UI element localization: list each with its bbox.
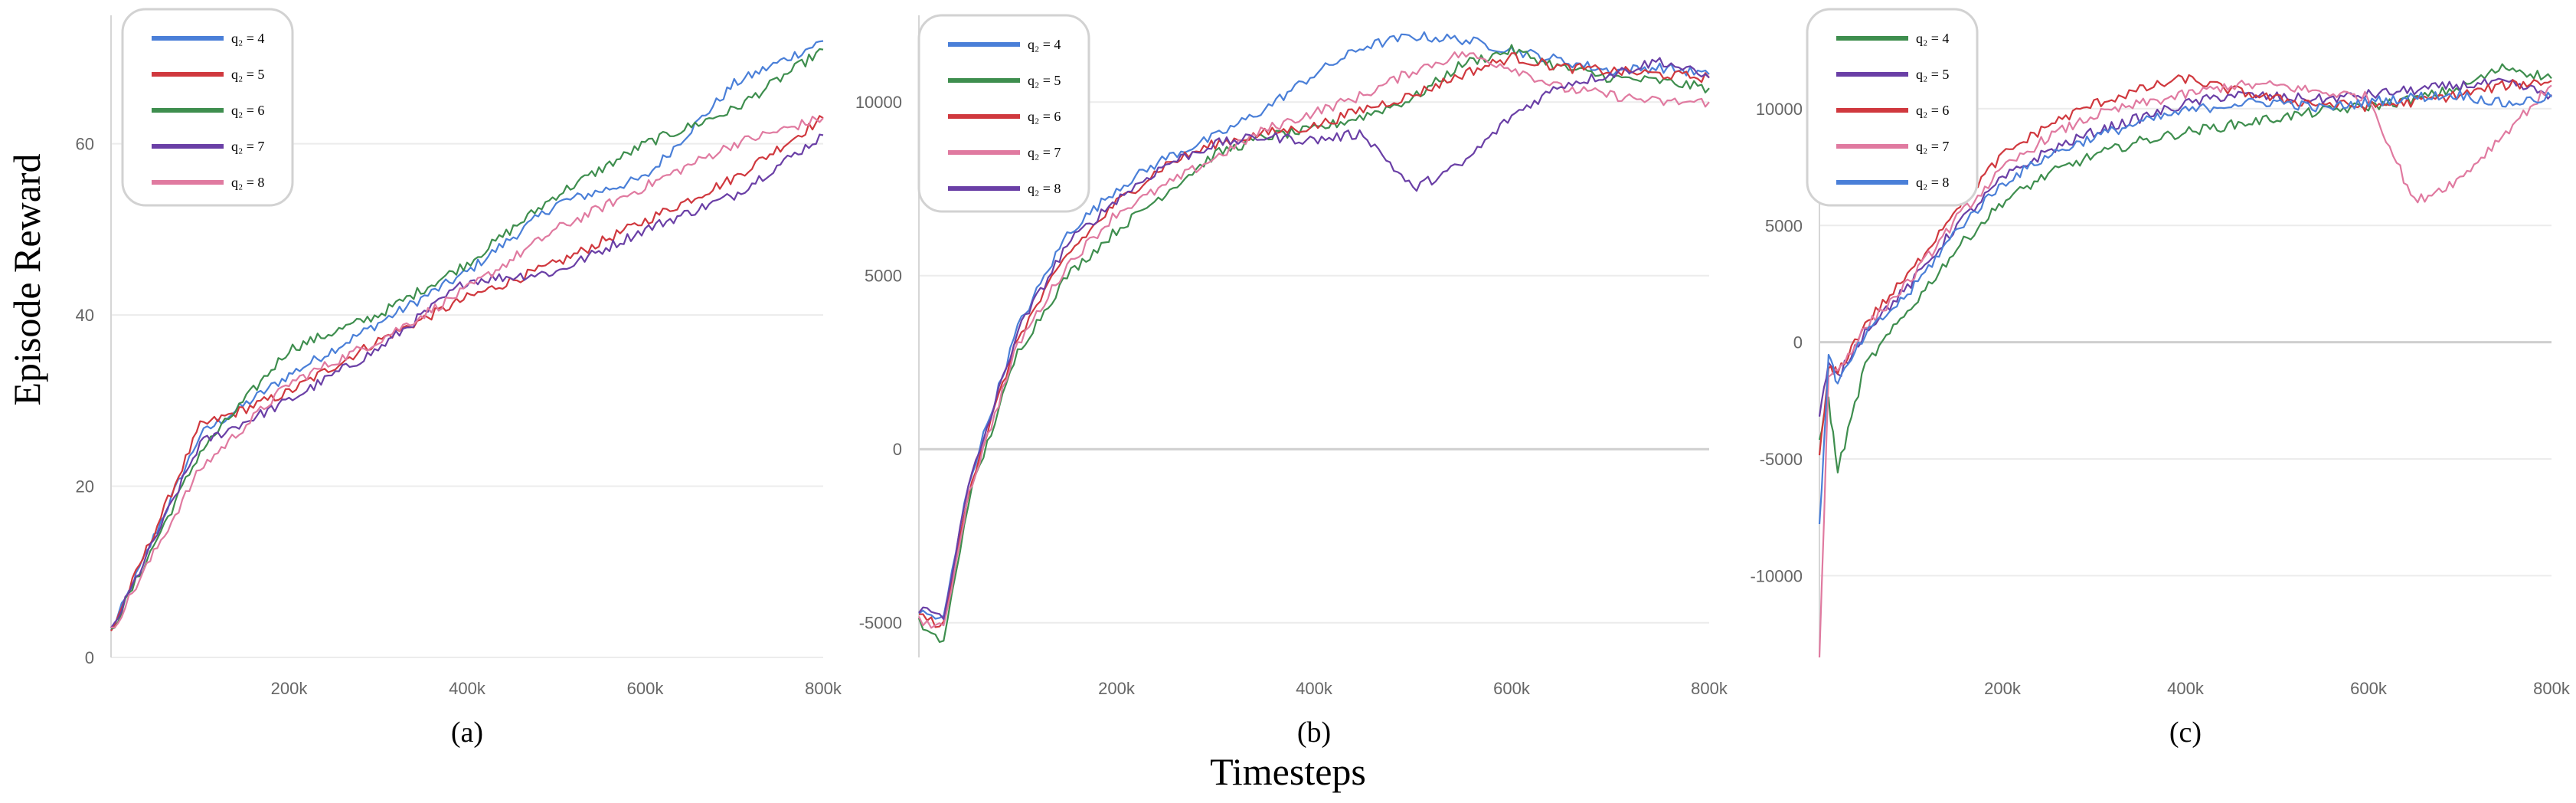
x-tick-label: 800k — [1691, 679, 1728, 698]
legend-label: q₂ = 7 — [1916, 139, 1949, 154]
series-line — [110, 133, 824, 628]
y-axis-label: Episode Reward — [5, 153, 48, 405]
y-tick-label: -5000 — [859, 614, 902, 633]
y-tick-label: 10000 — [855, 93, 902, 112]
x-tick-label: 400k — [2167, 679, 2205, 698]
legend: q₂ = 4 q₂ = 5 q₂ = 6 q₂ = 7 q₂ = 8 — [121, 8, 294, 207]
y-tick-label: 5000 — [1765, 216, 1803, 235]
series-line — [110, 115, 824, 631]
legend-label: q₂ = 8 — [231, 175, 264, 190]
legend-label: q₂ = 8 — [1028, 181, 1061, 196]
y-tick-label: 0 — [85, 648, 94, 667]
legend: q₂ = 4 q₂ = 5 q₂ = 6 q₂ = 7 q₂ = 8 — [917, 14, 1090, 213]
y-tick-label: 40 — [76, 306, 94, 325]
legend-label: q₂ = 8 — [1916, 175, 1949, 190]
x-tick-label: 800k — [2533, 679, 2571, 698]
legend-box — [121, 8, 294, 207]
x-tick-label: 200k — [1984, 679, 2022, 698]
legend-label: q₂ = 6 — [231, 103, 264, 118]
y-tick-label: 0 — [893, 440, 902, 459]
series-line — [1818, 90, 2552, 525]
y-tick-label: 5000 — [865, 267, 902, 286]
x-tick-label: 600k — [1493, 679, 1531, 698]
series-line — [918, 52, 1710, 628]
series-line — [1818, 63, 2552, 474]
series-line — [1818, 77, 2552, 417]
legend: q₂ = 4 q₂ = 5 q₂ = 6 q₂ = 7 q₂ = 8 — [1806, 8, 1979, 207]
x-tick-label: 200k — [271, 679, 309, 698]
x-tick-label: 400k — [1296, 679, 1333, 698]
x-tick-label: 400k — [449, 679, 486, 698]
series-line — [917, 51, 1710, 629]
y-tick-label: 20 — [76, 477, 94, 497]
legend-box — [917, 14, 1090, 213]
legend-label: q₂ = 5 — [231, 67, 264, 82]
y-tick-label: -10000 — [1750, 566, 1803, 585]
legend-label: q₂ = 5 — [1916, 67, 1949, 82]
legend-label: q₂ = 7 — [231, 139, 264, 154]
legend-box — [1806, 8, 1979, 207]
panel-c: -10000 -5000 0 5000 10000 200k 400k 600k 800k q₂ … — [1750, 8, 2571, 749]
y-tick-label: 0 — [1793, 333, 1803, 352]
y-tick-label: -5000 — [1760, 450, 1803, 469]
y-tick-label: 10000 — [1756, 100, 1803, 119]
y-tick-label: 60 — [76, 135, 94, 154]
legend-label: q₂ = 7 — [1028, 145, 1061, 160]
legend-label: q₂ = 4 — [231, 31, 264, 46]
series-line — [110, 48, 824, 630]
panel-caption: (c) — [2169, 716, 2202, 749]
x-axis-label: Timesteps — [1210, 750, 1366, 793]
x-tick-label: 600k — [2350, 679, 2388, 698]
legend-label: q₂ = 5 — [1028, 73, 1061, 88]
legend-label: q₂ = 6 — [1028, 109, 1061, 124]
legend-label: q₂ = 4 — [1028, 37, 1061, 52]
series-line — [110, 40, 824, 631]
legend-label: q₂ = 6 — [1916, 103, 1949, 118]
x-tick-label: 600k — [627, 679, 665, 698]
series-line — [918, 57, 1710, 621]
series-line — [918, 31, 1710, 620]
series-line — [110, 116, 824, 629]
x-tick-label: 800k — [805, 679, 842, 698]
legend-label: q₂ = 4 — [1916, 31, 1949, 46]
x-tick-label: 200k — [1098, 679, 1136, 698]
panel-caption: (a) — [451, 716, 483, 749]
panel-caption: (b) — [1297, 716, 1331, 749]
series-line — [1818, 79, 2552, 658]
